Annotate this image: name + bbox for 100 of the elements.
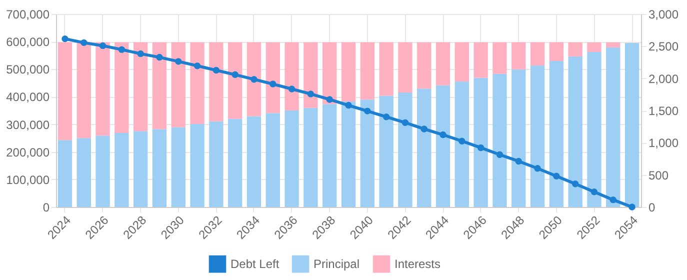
bar [398, 92, 412, 207]
bar [322, 42, 337, 104]
bar [379, 42, 394, 96]
point [382, 113, 390, 120]
bar [530, 42, 545, 66]
bar [492, 74, 507, 207]
bar [304, 42, 318, 108]
point [402, 119, 409, 126]
bar [96, 136, 110, 207]
bar [454, 82, 469, 207]
bar [398, 42, 412, 92]
bar [549, 42, 564, 61]
y2-tick-label: 1,000 [648, 136, 679, 150]
point [326, 96, 333, 103]
point [420, 126, 428, 132]
bar [284, 42, 299, 110]
bar [568, 56, 582, 207]
point [364, 108, 371, 114]
bar [76, 42, 91, 138]
y2-tick-label: 2,000 [648, 72, 679, 86]
bar [512, 42, 526, 70]
y2-tick-label: 2,500 [648, 40, 679, 54]
bar [228, 42, 242, 119]
point [440, 131, 446, 138]
y-tick-label: 500,000 [6, 62, 50, 77]
bar [58, 140, 72, 207]
bar [246, 116, 262, 207]
point [572, 180, 579, 188]
bar [284, 110, 299, 207]
bar [171, 42, 186, 128]
point [62, 35, 68, 42]
point [194, 62, 201, 70]
y-tick-label: 700,000 [6, 8, 50, 22]
bar [360, 42, 374, 100]
bar [322, 104, 337, 207]
bar [304, 108, 318, 207]
bar [152, 42, 167, 130]
bar [190, 42, 204, 124]
bar [436, 85, 450, 207]
bar [606, 42, 620, 48]
y2-tick-label: 3,000 [648, 8, 679, 22]
point [458, 138, 466, 144]
y-tick-label: 200,000 [6, 145, 50, 160]
point [628, 204, 636, 210]
bar [436, 42, 450, 86]
point [307, 90, 314, 98]
point [250, 76, 258, 83]
point [232, 71, 238, 78]
point [80, 39, 88, 46]
bar [114, 133, 129, 207]
bar [266, 42, 280, 114]
bar [587, 42, 602, 52]
bar [379, 96, 394, 207]
y-tick-label: 300,000 [6, 118, 50, 132]
y2-tick-label: 500 [648, 168, 669, 182]
bar [114, 42, 129, 134]
y-tick-label: 400,000 [6, 90, 50, 104]
point [590, 188, 598, 196]
point [118, 46, 126, 53]
point [175, 58, 182, 65]
bar [171, 127, 186, 207]
point [610, 196, 616, 204]
bar [492, 42, 507, 74]
bar [58, 42, 72, 140]
point [270, 80, 276, 88]
bar [246, 42, 262, 116]
y-tick-label: 0 [42, 200, 50, 214]
bar [209, 121, 224, 207]
bar [133, 131, 148, 207]
point [212, 66, 220, 74]
bar [606, 47, 620, 207]
bar [417, 42, 432, 89]
bar [568, 42, 582, 56]
bar [549, 60, 564, 207]
bar [341, 42, 356, 102]
point [156, 54, 163, 61]
point [515, 158, 522, 165]
y2-tick-label: 0 [648, 200, 656, 214]
bar [190, 124, 204, 207]
point [99, 42, 106, 50]
bar [512, 69, 526, 207]
bar [209, 42, 224, 122]
bar [454, 42, 469, 82]
point [477, 144, 484, 152]
bar [360, 100, 374, 207]
bar [76, 138, 91, 207]
bar [474, 78, 488, 207]
bar [228, 118, 242, 207]
bar [133, 42, 148, 132]
y2-tick-label: 1,500 [648, 104, 679, 118]
point [534, 165, 541, 172]
point [496, 151, 504, 158]
point [288, 86, 296, 92]
bar [417, 88, 432, 207]
bar [474, 42, 488, 78]
bar [530, 65, 545, 207]
point [137, 50, 144, 58]
bar [96, 42, 110, 136]
y-tick-label: 600,000 [6, 35, 50, 50]
bar [587, 52, 602, 207]
